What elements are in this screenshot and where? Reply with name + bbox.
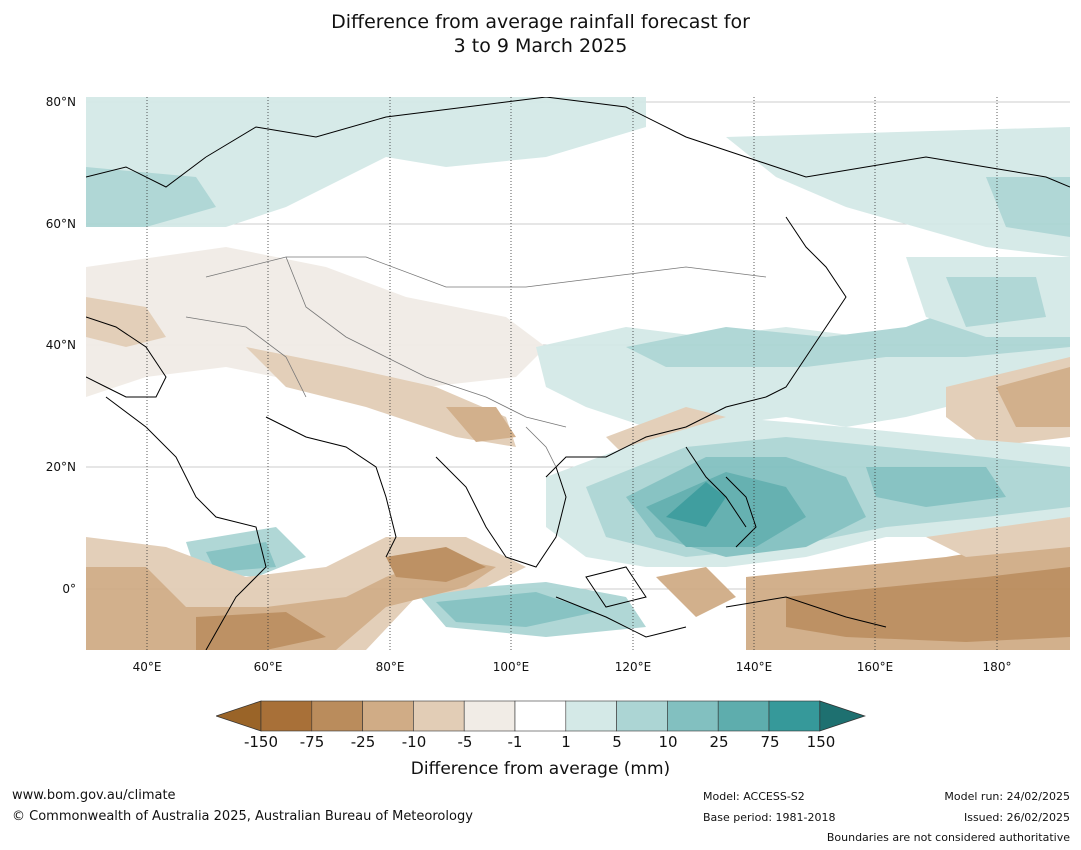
title-line-1: Difference from average rainfall forecas… [331, 11, 750, 33]
colorbar-tick: -10 [401, 733, 427, 751]
colorbar-label: Difference from average (mm) [410, 759, 671, 779]
colorbar-segment [667, 700, 719, 732]
lon-label-120e: 120°E [614, 660, 652, 674]
model-text: Model: ACCESS-S2 [703, 790, 805, 803]
lon-label-100e: 100°E [492, 660, 530, 674]
colorbar [216, 700, 866, 732]
colorbar-segment [463, 700, 516, 732]
colorbar-tick: 150 [806, 733, 836, 751]
country-boundaries [185, 256, 767, 468]
issued-text: Issued: 26/02/2025 [963, 811, 1070, 824]
colorbar-segment [768, 700, 821, 732]
longitude-gridlines [146, 97, 998, 650]
colorbar-tick: -1 [507, 733, 523, 751]
rainfall-map [86, 97, 1070, 650]
lat-label-80n: 80°N [45, 95, 76, 109]
model-run-text: Model run: 24/02/2025 [944, 790, 1070, 803]
lat-label-equator: 0° [62, 582, 76, 596]
map-title: Difference from average rainfall forecas… [0, 10, 1081, 58]
boundaries-note: Boundaries are not considered authoritat… [826, 831, 1070, 844]
colorbar-tick: -5 [457, 733, 473, 751]
lat-label-40n: 40°N [45, 338, 76, 352]
bom-url-link[interactable]: www.bom.gov.au/climate [12, 788, 176, 803]
colorbar-segment [362, 700, 414, 732]
lon-label-40e: 40°E [132, 660, 162, 674]
lat-label-60n: 60°N [45, 217, 76, 231]
colorbar-tick: -75 [299, 733, 325, 751]
colorbar-segment [413, 700, 465, 732]
colorbar-tick: -150 [243, 733, 279, 751]
colorbar-tick: 10 [658, 733, 678, 751]
lon-label-80e: 80°E [375, 660, 405, 674]
lon-label-60e: 60°E [253, 660, 283, 674]
colorbar-segment [616, 700, 668, 732]
colorbar-segment [717, 700, 770, 732]
lat-label-20n: 20°N [45, 460, 76, 474]
title-line-2: 3 to 9 March 2025 [453, 35, 628, 57]
colorbar-tick: 75 [760, 733, 780, 751]
lon-label-160e: 160°E [856, 660, 894, 674]
colorbar-tick: 5 [612, 733, 622, 751]
copyright-text: © Commonwealth of Australia 2025, Austra… [12, 809, 473, 824]
colorbar-segment [260, 700, 313, 732]
lon-label-140e: 140°E [735, 660, 773, 674]
map-canvas [86, 97, 1070, 650]
colorbar-segment [311, 700, 363, 732]
colorbar-segment [514, 700, 567, 732]
coastlines [86, 97, 1070, 650]
anomaly-shading [86, 97, 1070, 650]
colorbar-tick: 1 [561, 733, 571, 751]
colorbar-under-arrow [216, 700, 262, 732]
colorbar-over-arrow [819, 700, 866, 732]
colorbar-segment [565, 700, 617, 732]
lon-label-180: 180° [982, 660, 1012, 674]
colorbar-tick: 25 [709, 733, 729, 751]
colorbar-tick: -25 [350, 733, 376, 751]
base-period-text: Base period: 1981-2018 [703, 811, 836, 824]
